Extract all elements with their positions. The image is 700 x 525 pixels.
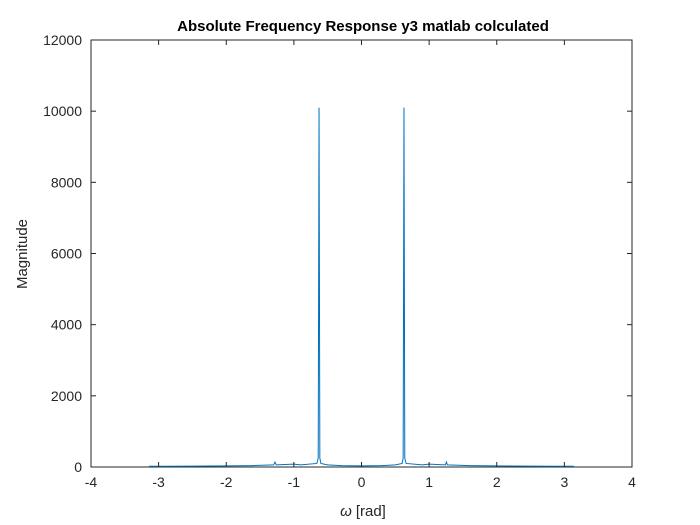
x-tick-label: 3 (560, 474, 568, 490)
x-axis-symbol: ω (340, 503, 352, 520)
x-tick-label: -2 (220, 474, 233, 490)
y-tick-label: 6000 (51, 246, 82, 262)
x-tick-label: 4 (628, 474, 636, 490)
y-tick-label: 0 (74, 459, 82, 475)
x-axis-unit: [rad] (356, 503, 386, 520)
x-tick-label: -3 (152, 474, 165, 490)
x-tick-label: 1 (425, 474, 433, 490)
y-tick-label: 12000 (43, 32, 82, 48)
x-tick-label: 0 (358, 474, 366, 490)
x-axis-label: ω [rad] (340, 503, 386, 520)
x-tick-label: -1 (288, 474, 301, 490)
y-tick-label: 8000 (51, 174, 82, 190)
y-axis-label: Magnitude (14, 219, 31, 289)
plot-area (90, 39, 633, 468)
y-tick-label: 4000 (51, 317, 82, 333)
x-tick-label: 2 (493, 474, 501, 490)
y-tick-label: 10000 (43, 103, 82, 119)
tick-layer: -4 -3 -2 -1 0 1 2 3 4 0 2000 4000 6000 8000 10000 12000 (43, 32, 636, 490)
chart-title: Absolute Frequency Response y3 matlab co… (177, 18, 549, 35)
y-tick-label: 2000 (51, 388, 82, 404)
x-tick-label: -4 (85, 474, 98, 490)
